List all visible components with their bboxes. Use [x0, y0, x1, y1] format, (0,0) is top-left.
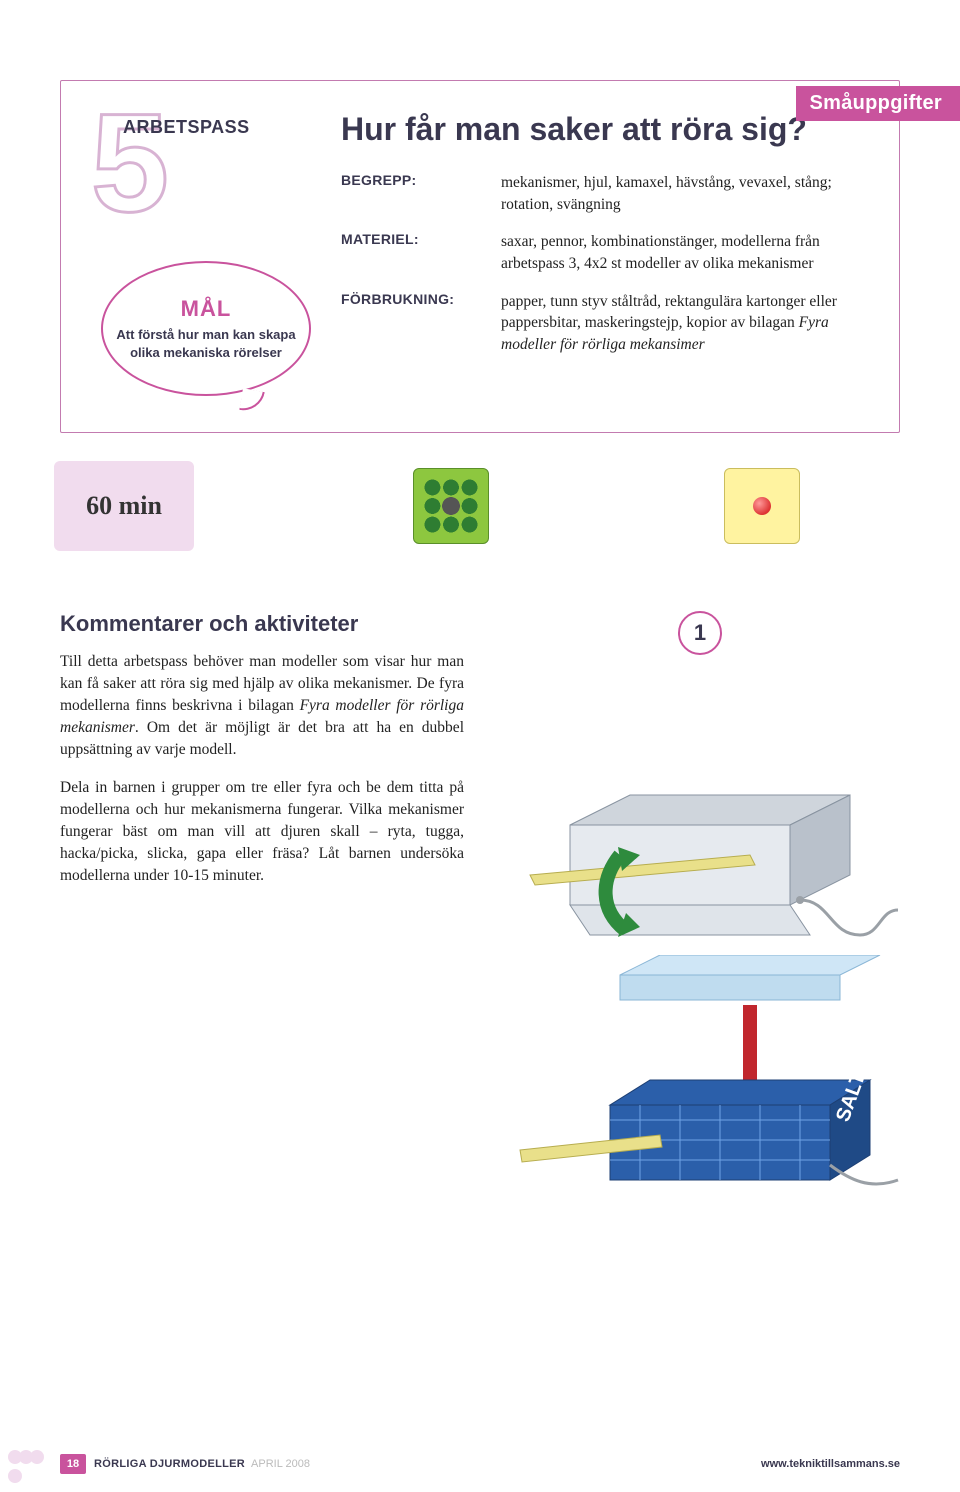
def-row-begrepp: BEGREPP: mekanismer, hjul, kamaxel, hävs… [341, 172, 859, 215]
def-text-plain: papper, tunn styv ståltråd, rektangulära… [501, 293, 837, 332]
pass-label: ARBETSPASS [123, 117, 250, 138]
pass-number: 5 [91, 93, 169, 233]
goal-bubble: MÅL Att förstå hur man kan skapa olika m… [101, 261, 311, 396]
strip-label-helklass: Helklass [324, 496, 397, 517]
footer-url: www.tekniktillsammans.se [761, 1458, 900, 1470]
def-row-materiel: MATERIEL: saxar, pennor, kombinationstän… [341, 231, 859, 274]
enskilt-icon [724, 468, 800, 544]
illustration-bottom: SALT [500, 955, 900, 1195]
def-text: mekanismer, hjul, kamaxel, hävstång, vev… [501, 172, 859, 215]
footer-title: RÖRLIGA DJURMODELLER [94, 1458, 245, 1470]
time-card: 60 min [54, 461, 194, 551]
goal-text: Att förstå hur man kan skapa olika mekan… [103, 326, 309, 361]
def-text: papper, tunn styv ståltråd, rektangulära… [501, 291, 859, 356]
paragraph-2: Dela in barnen i grupper om tre eller fy… [60, 777, 464, 887]
def-text: saxar, pennor, kombinationstänger, model… [501, 231, 859, 274]
paragraph-1: Till detta arbetspass behöver man modell… [60, 651, 464, 761]
meta-strip: 60 min Helklass Enskilt [60, 461, 900, 551]
strip-label-enskilt: Enskilt [649, 496, 708, 517]
corner-ribbon: Småuppgifter [796, 86, 960, 121]
bubble-tail-icon [239, 388, 264, 413]
section-heading: Kommentarer och aktiviteter [60, 611, 464, 637]
helklass-icon [413, 468, 489, 544]
footer-date: APRIL 2008 [251, 1458, 310, 1470]
goal-title: MÅL [181, 296, 232, 322]
def-label: MATERIEL: [341, 231, 501, 274]
def-label: BEGREPP: [341, 172, 501, 215]
card-title: Hur får man saker att röra sig? [341, 111, 859, 148]
time-text: 60 min [86, 491, 162, 521]
def-label: FÖRBRUKNING: [341, 291, 501, 356]
step-badge: 1 [678, 611, 722, 655]
page-number: 18 [60, 1454, 86, 1474]
page-footer: 18 RÖRLIGA DJURMODELLER APRIL 2008 www.t… [0, 1454, 960, 1474]
def-row-forbrukning: FÖRBRUKNING: papper, tunn styv ståltråd,… [341, 291, 859, 356]
info-card: 5 ARBETSPASS MÅL Att förstå hur man kan … [60, 80, 900, 433]
illustration-top [500, 705, 900, 945]
arbetspass-block: 5 ARBETSPASS [101, 111, 311, 231]
